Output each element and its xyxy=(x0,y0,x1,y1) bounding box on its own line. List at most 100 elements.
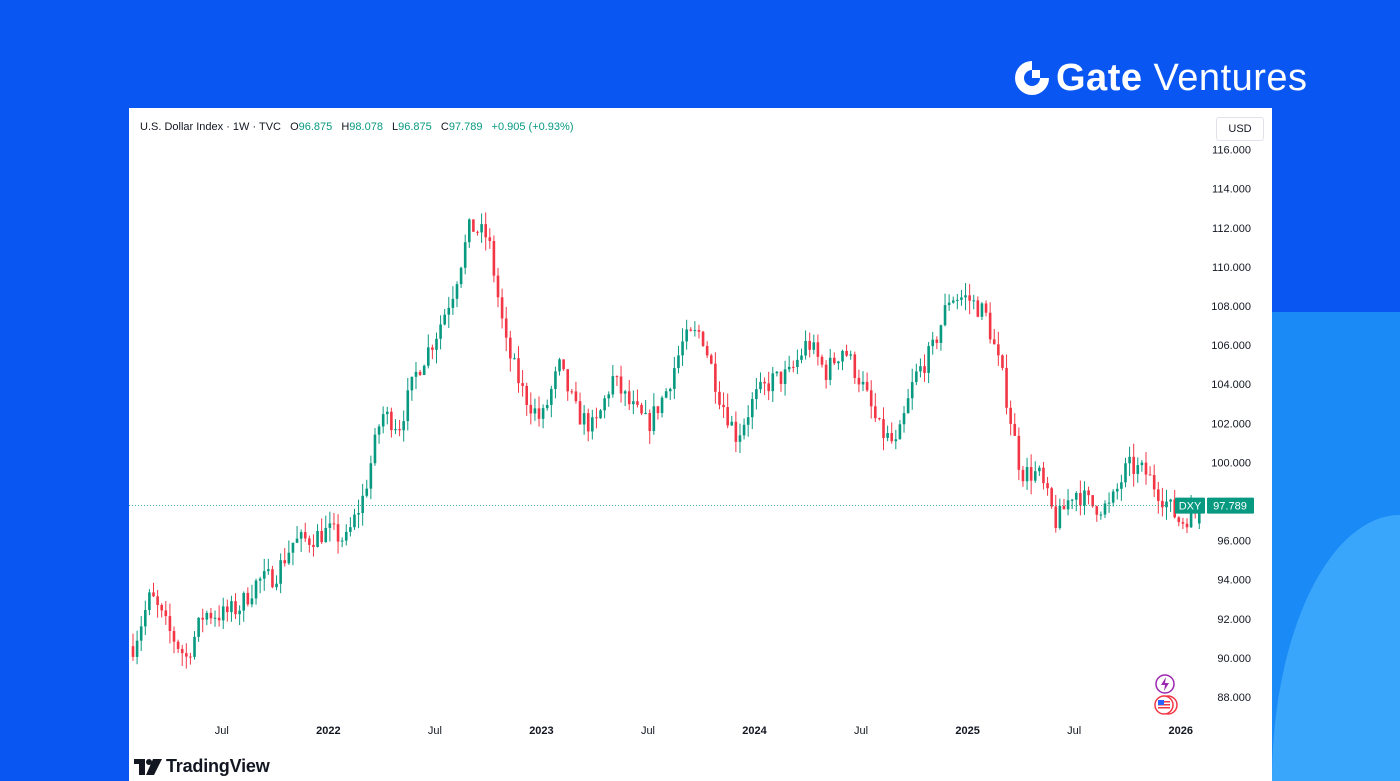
candle-body-up xyxy=(800,355,803,360)
candle-body-down xyxy=(1148,474,1152,476)
candle-body-down xyxy=(763,381,766,384)
candle-body-up xyxy=(919,366,922,372)
candle-body-up xyxy=(894,439,898,442)
candle-body-down xyxy=(968,295,971,301)
candle-body-up xyxy=(230,601,233,613)
candle-body-down xyxy=(984,303,988,313)
candle-body-up xyxy=(406,390,410,422)
candle-body-up xyxy=(951,300,955,303)
candle-body-down xyxy=(484,224,488,238)
candle-body-down xyxy=(1173,499,1176,518)
candle-body-up xyxy=(414,371,418,377)
candle-body-down xyxy=(1079,492,1082,506)
legend-open: 96.875 xyxy=(298,121,333,133)
candle-body-up xyxy=(599,410,602,419)
candle-body-down xyxy=(234,601,237,615)
candle-body-up xyxy=(623,391,627,394)
x-tick-label: Jul xyxy=(1067,725,1081,737)
candle-body-up xyxy=(1198,505,1201,524)
candle-body-down xyxy=(997,344,1000,356)
candle-body-down xyxy=(570,391,574,393)
candle-body-up xyxy=(279,560,282,584)
symbol-legend: U.S. Dollar Index · 1W · TVC O96.875 H98… xyxy=(140,121,573,133)
candle-body-down xyxy=(488,237,492,242)
candle-body-up xyxy=(947,302,951,306)
y-tick-label: 92.000 xyxy=(1217,614,1251,626)
candle-body-down xyxy=(718,391,721,405)
candle-body-up xyxy=(426,347,430,366)
candle-body-up xyxy=(943,305,947,326)
candle-body-down xyxy=(176,641,180,649)
candle-body-down xyxy=(722,404,725,408)
y-tick-label: 96.000 xyxy=(1217,536,1251,548)
y-tick-label: 102.000 xyxy=(1211,418,1251,430)
candle-body-up xyxy=(1136,465,1140,474)
candle-body-up xyxy=(1107,502,1111,504)
candle-body-down xyxy=(271,569,274,588)
chart-panel: 88.00090.00092.00094.00096.00098.000100.… xyxy=(129,108,1272,781)
candlestick-chart[interactable]: 88.00090.00092.00094.00096.00098.000100.… xyxy=(129,108,1272,781)
candle-body-down xyxy=(1156,489,1160,501)
candle-body-up xyxy=(238,610,241,615)
candle-body-up xyxy=(886,433,889,438)
x-tick-label: 2023 xyxy=(529,725,553,737)
legend-close: 97.789 xyxy=(448,121,483,133)
candle-body-down xyxy=(709,355,713,364)
candle-body-up xyxy=(673,368,676,389)
candle-body-down xyxy=(714,363,717,392)
candle-body-down xyxy=(566,369,570,392)
candle-body-up xyxy=(906,398,910,414)
candle-body-up xyxy=(533,408,537,414)
candle-body-up xyxy=(931,339,935,347)
lightning-event-icon[interactable] xyxy=(1154,673,1176,695)
currency-selector[interactable]: USD xyxy=(1216,117,1264,141)
candle-body-down xyxy=(131,646,135,657)
candle-body-up xyxy=(451,298,455,308)
candle-body-up xyxy=(291,542,295,553)
candle-body-down xyxy=(869,390,873,407)
candle-body-down xyxy=(874,406,877,419)
candle-body-up xyxy=(349,527,352,532)
candle-body-up xyxy=(607,394,611,399)
y-tick-label: 116.000 xyxy=(1212,145,1251,157)
legend-low: 96.875 xyxy=(398,121,432,133)
x-tick-label: 2025 xyxy=(955,725,979,737)
candle-body-down xyxy=(865,381,869,391)
candle-body-down xyxy=(1021,469,1025,482)
candle-body-up xyxy=(746,417,750,425)
candle-body-up xyxy=(738,435,742,442)
candle-body-up xyxy=(1124,463,1127,483)
candle-body-up xyxy=(365,488,369,496)
x-tick-label: Jul xyxy=(854,725,868,737)
candle-body-down xyxy=(398,429,401,431)
tradingview-attribution[interactable]: TradingView xyxy=(134,756,270,777)
candle-body-up xyxy=(275,583,278,588)
us-flag-event-icon[interactable] xyxy=(1154,694,1178,716)
candle-body-up xyxy=(221,606,225,621)
candle-body-down xyxy=(1152,475,1156,490)
candle-body-down xyxy=(734,421,738,442)
tradingview-label: TradingView xyxy=(166,756,270,776)
candle-body-up xyxy=(837,361,840,364)
candle-body-down xyxy=(472,219,475,232)
candle-body-up xyxy=(652,406,656,432)
candle-body-down xyxy=(656,406,660,414)
candle-body-up xyxy=(775,371,779,374)
candle-body-up xyxy=(755,389,758,400)
candle-body-down xyxy=(1042,467,1045,484)
candle-body-up xyxy=(1115,488,1119,492)
candle-body-up xyxy=(632,401,635,405)
candle-body-up xyxy=(693,330,697,332)
candle-body-up xyxy=(1099,514,1103,516)
candle-body-up xyxy=(205,612,209,620)
candle-body-down xyxy=(890,433,894,442)
candle-body-down xyxy=(1054,506,1058,528)
candle-body-down xyxy=(1013,423,1017,436)
candle-body-down xyxy=(164,610,168,617)
candle-body-up xyxy=(1058,505,1062,528)
candle-body-up xyxy=(796,359,799,368)
candle-body-up xyxy=(1033,471,1037,481)
x-tick-label: Jul xyxy=(641,725,655,737)
candle-body-up xyxy=(357,513,360,515)
legend-high-label: H xyxy=(341,121,350,133)
